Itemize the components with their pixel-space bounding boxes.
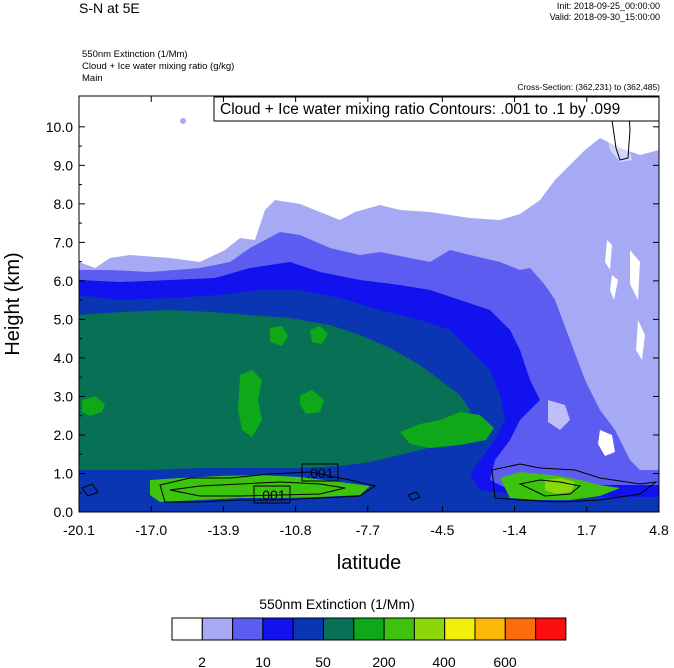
colorbar-swatch — [292, 617, 325, 641]
contour-label: .001 — [258, 487, 285, 503]
colorbar-label: 200 — [372, 654, 396, 668]
colorbar-swatch — [535, 617, 567, 641]
x-tick-label: -13.9 — [207, 522, 239, 538]
colorbar-label: 400 — [432, 654, 456, 668]
field-mixing-ratio: Cloud + Ice water mixing ratio (g/kg) — [82, 61, 235, 72]
plot-frame — [78, 95, 660, 513]
colorbar-swatch — [353, 617, 385, 641]
colorbar-swatch — [413, 617, 446, 641]
valid-time: Valid: 2018-09-30_15:00:00 — [549, 12, 660, 22]
y-tick-label: 8.0 — [54, 196, 74, 212]
contour-info-box — [213, 96, 660, 122]
x-tick-label: 1.7 — [577, 522, 597, 538]
colorbar-swatch — [201, 617, 234, 641]
colorbar-swatch — [171, 617, 203, 641]
axes: 0.0 1.0 2.0 3.0 4.0 5.0 6.0 7.0 8.0 9.0 10.0 -20.1 -… — [2, 96, 669, 574]
contour-labels: .001 .001 — [253, 463, 339, 504]
colorbar-swatch — [383, 617, 415, 641]
y-tick-label: 2.0 — [54, 427, 74, 443]
y-tick-label: 7.0 — [54, 234, 74, 250]
field-extinction: 550nm Extinction (1/Mm) — [82, 49, 188, 60]
y-tick-label: 1.0 — [54, 465, 74, 481]
cross-section-label: Cross-Section: (362,231) to (362,485) — [517, 82, 660, 92]
colorbar-swatch — [504, 617, 537, 641]
colorbar-label: 2 — [198, 654, 206, 668]
y-tick-label: 9.0 — [54, 157, 74, 173]
y-tick-label: 3.0 — [54, 388, 74, 404]
x-tick-label: -7.7 — [356, 522, 380, 538]
colorbar-swatch — [323, 617, 355, 641]
colorbar-swatch — [474, 617, 506, 641]
x-tick-label: -1.4 — [503, 522, 527, 538]
colorbar-swatch — [444, 617, 476, 641]
y-tick-label: 4.0 — [54, 350, 74, 366]
x-tick-label: -20.1 — [63, 522, 95, 538]
x-tick-label: -10.8 — [280, 522, 312, 538]
init-time: Init: 2018-09-25_00:00:00 — [556, 1, 660, 11]
colorbar-title: 550nm Extinction (1/Mm) — [259, 596, 415, 612]
colorbar-label: 50 — [315, 654, 331, 668]
colorbar-swatch — [232, 617, 264, 641]
extinction-fill-layers — [79, 96, 659, 512]
colorbar-label: 10 — [255, 654, 271, 668]
colorbar-label: 600 — [493, 654, 517, 668]
colorbar: 2 10 50 200 400 600 — [171, 617, 567, 668]
plot-title: S-N at 5E — [79, 0, 140, 16]
x-tick-label: -17.0 — [135, 522, 167, 538]
x-axis-label: latitude — [337, 552, 402, 574]
y-tick-label: 5.0 — [54, 311, 74, 327]
x-tick-label: -4.5 — [430, 522, 454, 538]
x-tick-label: 4.8 — [649, 522, 669, 538]
contour-label-box — [301, 463, 339, 482]
colorbar-swatch — [262, 617, 294, 641]
y-axis-label: Height (km) — [2, 252, 24, 355]
contour-label: .001 — [306, 465, 333, 481]
contour-label-box — [253, 485, 291, 504]
y-tick-label: 10.0 — [46, 119, 73, 135]
contour-info-text: Cloud + Ice water mixing ratio Contours:… — [220, 101, 620, 118]
y-tick-label: 0.0 — [54, 504, 74, 520]
y-tick-label: 6.0 — [54, 273, 74, 289]
field-domain: Main — [82, 73, 103, 84]
